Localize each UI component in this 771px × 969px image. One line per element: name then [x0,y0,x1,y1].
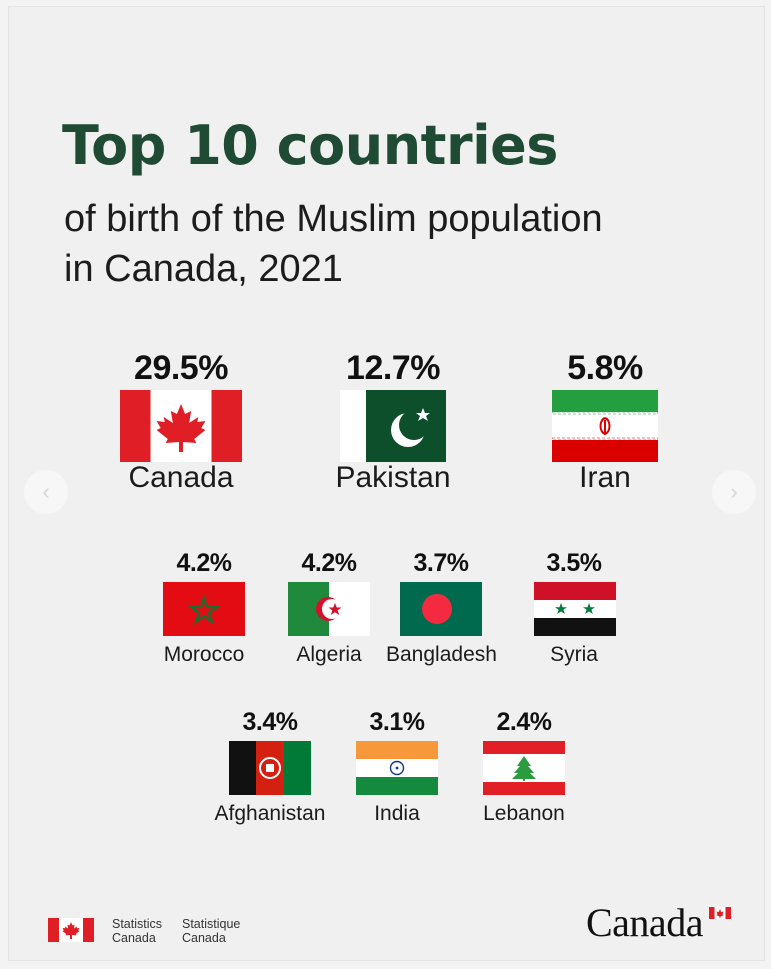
country-percent: 3.4% [242,708,298,736]
country-item-pakistan: 12.7% Pakistan [318,348,468,508]
agency-en-line-2: Canada [112,931,156,945]
country-item-bangladesh: 3.7% Bangladesh [386,548,497,672]
country-name: Bangladesh [386,643,497,666]
country-percent: 4.2% [176,549,232,577]
country-item-lebanon: 2.4% Lebanon [469,707,579,831]
country-item-afghanistan: 3.4% Afghanistan [210,707,330,831]
agency-fr-line-1: Statistique [182,917,241,931]
country-name: Canada [128,461,234,494]
pakistan-flag-icon [340,390,446,462]
country-name: Algeria [296,643,362,666]
statcan-flag-icon [48,918,94,942]
chevron-left-icon: ‹ [42,479,50,504]
carousel-prev-button[interactable]: ‹ [24,470,68,514]
iran-flag-icon [552,390,658,462]
subtitle-line-1: of birth of the Muslim population [64,198,603,240]
canada-flag-icon [120,390,242,462]
algeria-flag-icon [288,582,370,636]
country-percent: 3.7% [413,549,469,577]
canada-wordmark: Canada [586,900,703,945]
syria-flag-icon [534,582,616,636]
country-percent: 3.1% [369,708,425,736]
country-item-india: 3.1% India [342,707,452,831]
country-name: Syria [550,643,598,666]
page-subtitle: of birth of the Muslim population in Can… [64,194,704,294]
country-item-iran: 5.8% Iran [530,348,680,508]
carousel-next-button[interactable]: › [712,470,756,514]
afghanistan-flag-icon [229,741,311,795]
subtitle-line-2: in Canada, 2021 [64,248,343,290]
country-percent: 4.2% [301,549,357,577]
country-name: Lebanon [483,802,565,825]
country-item-syria: 3.5% Syria [519,548,629,672]
agency-fr-line-2: Canada [182,931,226,945]
country-name: Pakistan [335,461,451,494]
infographic-card [8,6,765,961]
agency-en-line-1: Statistics [112,917,163,931]
india-flag-icon [356,741,438,795]
morocco-flag-icon [163,582,245,636]
country-item-morocco: 4.2% Morocco [149,548,259,672]
country-percent: 2.4% [496,708,552,736]
country-item-algeria: 4.2% Algeria [274,548,384,672]
page-title: Top 10 countries [62,114,558,177]
chevron-right-icon: › [730,479,738,504]
agency-name-english: Statistics Canada [112,917,162,945]
country-percent: 5.8% [567,349,643,387]
country-name: Iran [579,461,631,494]
country-name: Afghanistan [214,802,326,825]
wordmark-flag-icon [709,906,731,919]
country-item-canada: 29.5% Canada [106,348,256,508]
country-name: Morocco [163,643,245,666]
agency-name-french: Statistique Canada [182,917,240,945]
country-percent: 29.5% [134,349,228,387]
country-percent: 12.7% [346,349,440,387]
lebanon-flag-icon [483,741,565,795]
country-percent: 3.5% [546,549,602,577]
bangladesh-flag-icon [400,582,482,636]
country-name: India [374,802,420,825]
